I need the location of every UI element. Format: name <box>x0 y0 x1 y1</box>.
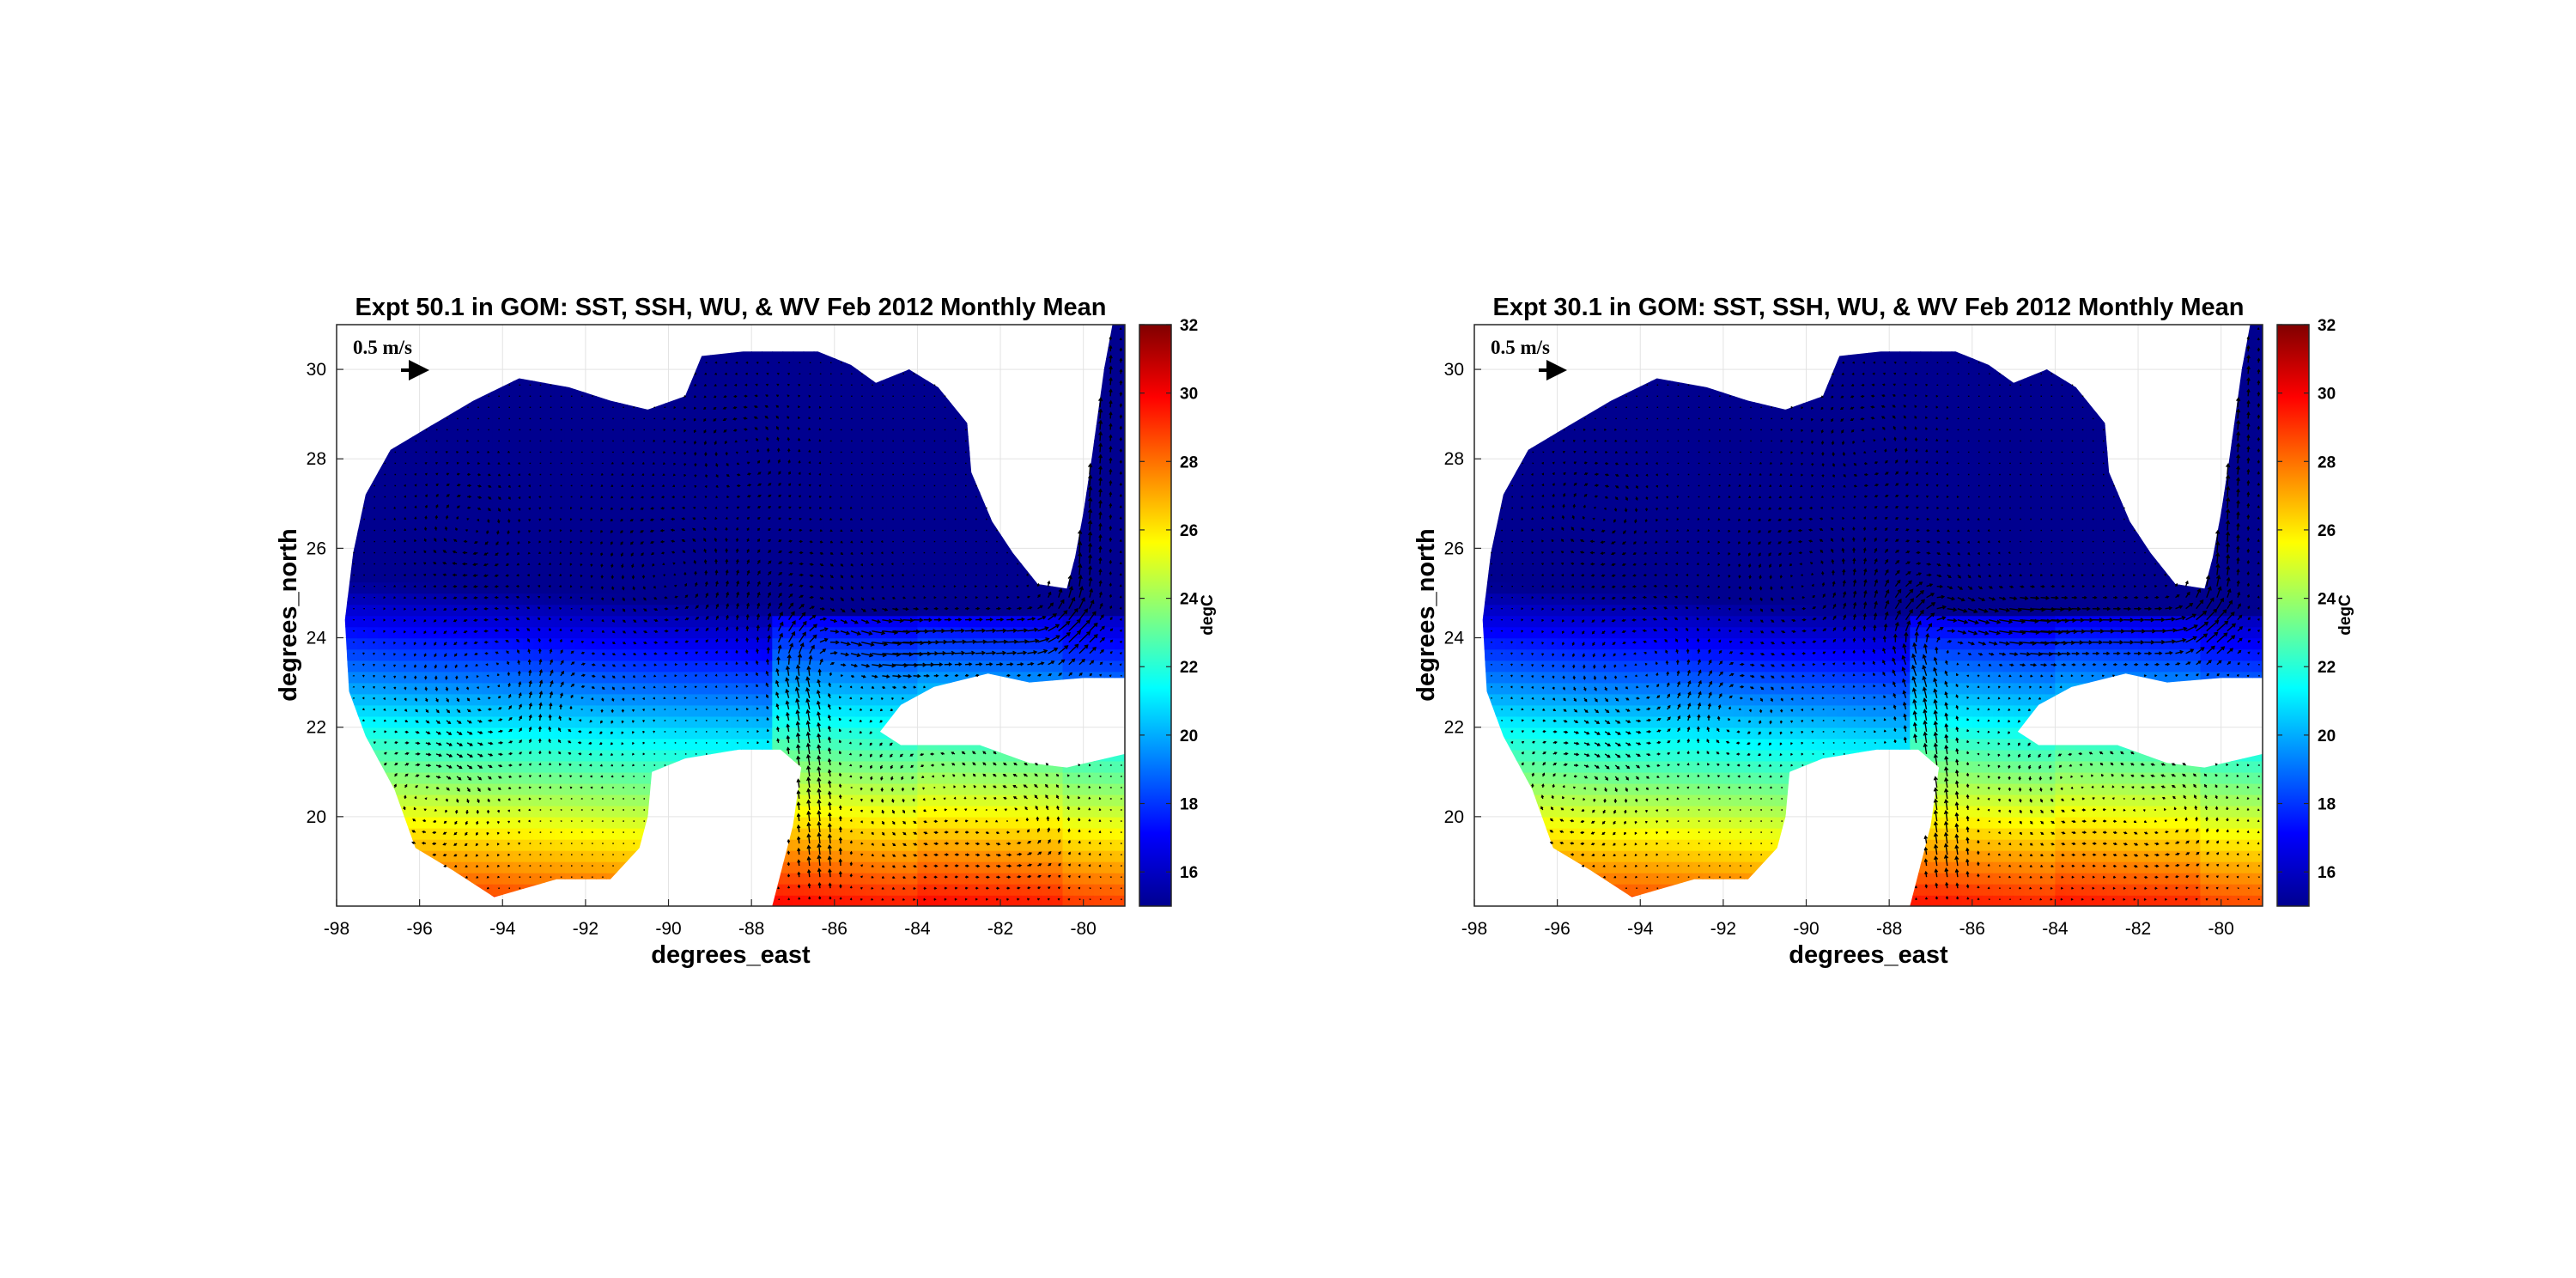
colorbar-tick-label: 18 <box>1180 796 1198 814</box>
colorbar: 16 18 20 22 24 26 28 30 32 degC <box>2277 317 2354 906</box>
x-tick-label: -86 <box>1959 919 1985 939</box>
x-tick-label: -92 <box>1710 919 1736 939</box>
colorbar-label: degC <box>1199 594 1217 636</box>
colorbar: 16 18 20 22 24 26 28 30 32 degC <box>1139 317 1217 906</box>
y-tick-label: 22 <box>307 718 326 738</box>
colorbar-tick-label: 26 <box>1180 522 1198 540</box>
y-tick-label: 28 <box>307 449 326 469</box>
velocity-scale-label: 0.5 m/s <box>1491 337 1550 358</box>
map-plot-area <box>337 325 1126 907</box>
colorbar-tick-label: 16 <box>1180 864 1198 882</box>
x-axis-label: degrees_east <box>651 941 811 969</box>
map-title: Expt 30.1 in GOM: SST, SSH, WU, & WV Feb… <box>1493 294 2245 321</box>
colorbar-tick-label: 30 <box>2318 386 2336 404</box>
x-tick-label: -96 <box>1544 919 1570 939</box>
x-tick-label: -98 <box>1461 919 1487 939</box>
colorbar-tick-label: 24 <box>1180 591 1199 609</box>
x-axis-label: degrees_east <box>1789 941 1948 969</box>
x-tick-label: -88 <box>738 919 764 939</box>
colorbar-tick-label: 28 <box>2318 453 2336 472</box>
y-axis-label: degrees_north <box>1413 528 1440 701</box>
y-tick-label: 30 <box>1444 360 1464 380</box>
y-axis-label: degrees_north <box>275 528 302 701</box>
x-tick-label: -82 <box>987 919 1013 939</box>
y-tick-label: 30 <box>307 360 326 380</box>
x-tick-label: -92 <box>573 919 598 939</box>
x-tick-label: -90 <box>1793 919 1819 939</box>
x-tick-label: -84 <box>2042 919 2069 939</box>
y-tick-label: 26 <box>307 539 326 558</box>
x-tick-label: -82 <box>2125 919 2151 939</box>
y-tick-label: 20 <box>1444 807 1464 827</box>
y-tick-label: 24 <box>307 629 327 648</box>
x-tick-label: -88 <box>1876 919 1902 939</box>
y-tick-label: 20 <box>307 807 326 827</box>
x-tick-label: -80 <box>2208 919 2234 939</box>
x-tick-label: -90 <box>655 919 681 939</box>
x-tick-label: -94 <box>489 919 516 939</box>
colorbar-tick-label: 16 <box>2318 864 2336 882</box>
map-title: Expt 50.1 in GOM: SST, SSH, WU, & WV Feb… <box>355 294 1107 321</box>
colorbar-tick-label: 20 <box>2318 727 2336 746</box>
map-panel: Expt 30.1 in GOM: SST, SSH, WU, & WV Feb… <box>1413 294 2354 969</box>
colorbar-tick-label: 24 <box>2318 591 2336 609</box>
map-panel: Expt 50.1 in GOM: SST, SSH, WU, & WV Feb… <box>275 294 1217 969</box>
y-tick-label: 22 <box>1444 718 1464 738</box>
velocity-scale-label: 0.5 m/s <box>353 337 412 358</box>
colorbar-tick-label: 22 <box>2318 659 2336 677</box>
colorbar-tick-label: 22 <box>1180 659 1198 677</box>
colorbar-label: degC <box>2336 594 2354 636</box>
x-tick-label: -96 <box>406 919 432 939</box>
y-tick-label: 28 <box>1444 449 1464 469</box>
colorbar-tick-label: 30 <box>1180 386 1198 404</box>
x-tick-label: -80 <box>1071 919 1097 939</box>
colorbar-tick-label: 28 <box>1180 453 1198 472</box>
x-tick-label: -98 <box>324 919 349 939</box>
map-plot-area <box>1474 325 2263 907</box>
colorbar-tick-label: 32 <box>2318 317 2336 335</box>
x-tick-label: -94 <box>1627 919 1654 939</box>
colorbar-tick-label: 32 <box>1180 317 1198 335</box>
y-tick-label: 26 <box>1444 539 1464 558</box>
y-tick-label: 24 <box>1444 629 1465 648</box>
colorbar-tick-label: 18 <box>2318 796 2336 814</box>
colorbar-tick-label: 26 <box>2318 522 2336 540</box>
x-tick-label: -84 <box>904 919 931 939</box>
x-tick-label: -86 <box>822 919 848 939</box>
colorbar-tick-label: 20 <box>1180 727 1198 746</box>
